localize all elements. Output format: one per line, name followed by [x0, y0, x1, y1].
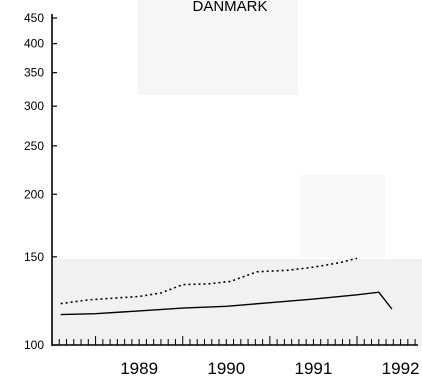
y-tick-label: 100 [24, 338, 44, 352]
solid-series-line [60, 291, 393, 316]
y-tick-label: 400 [24, 37, 44, 51]
dotted-series-line [60, 257, 358, 305]
x-tick-label: 1990 [207, 359, 245, 377]
chart-title: DANMARK [192, 0, 267, 15]
background-patch [300, 175, 385, 257]
y-tick-label: 450 [24, 11, 44, 25]
y-tick-label: 250 [24, 139, 44, 153]
y-tick-label: 300 [24, 99, 44, 113]
x-tick-label: 1991 [295, 359, 333, 377]
y-tick-label: 350 [24, 66, 44, 80]
y-tick-label: 150 [24, 250, 44, 264]
background-patch [138, 0, 298, 95]
y-tick-label: 200 [24, 187, 44, 201]
x-tick-label: 1989 [120, 359, 158, 377]
x-tick-label: 1992 [382, 359, 420, 377]
plot-band [52, 259, 422, 346]
